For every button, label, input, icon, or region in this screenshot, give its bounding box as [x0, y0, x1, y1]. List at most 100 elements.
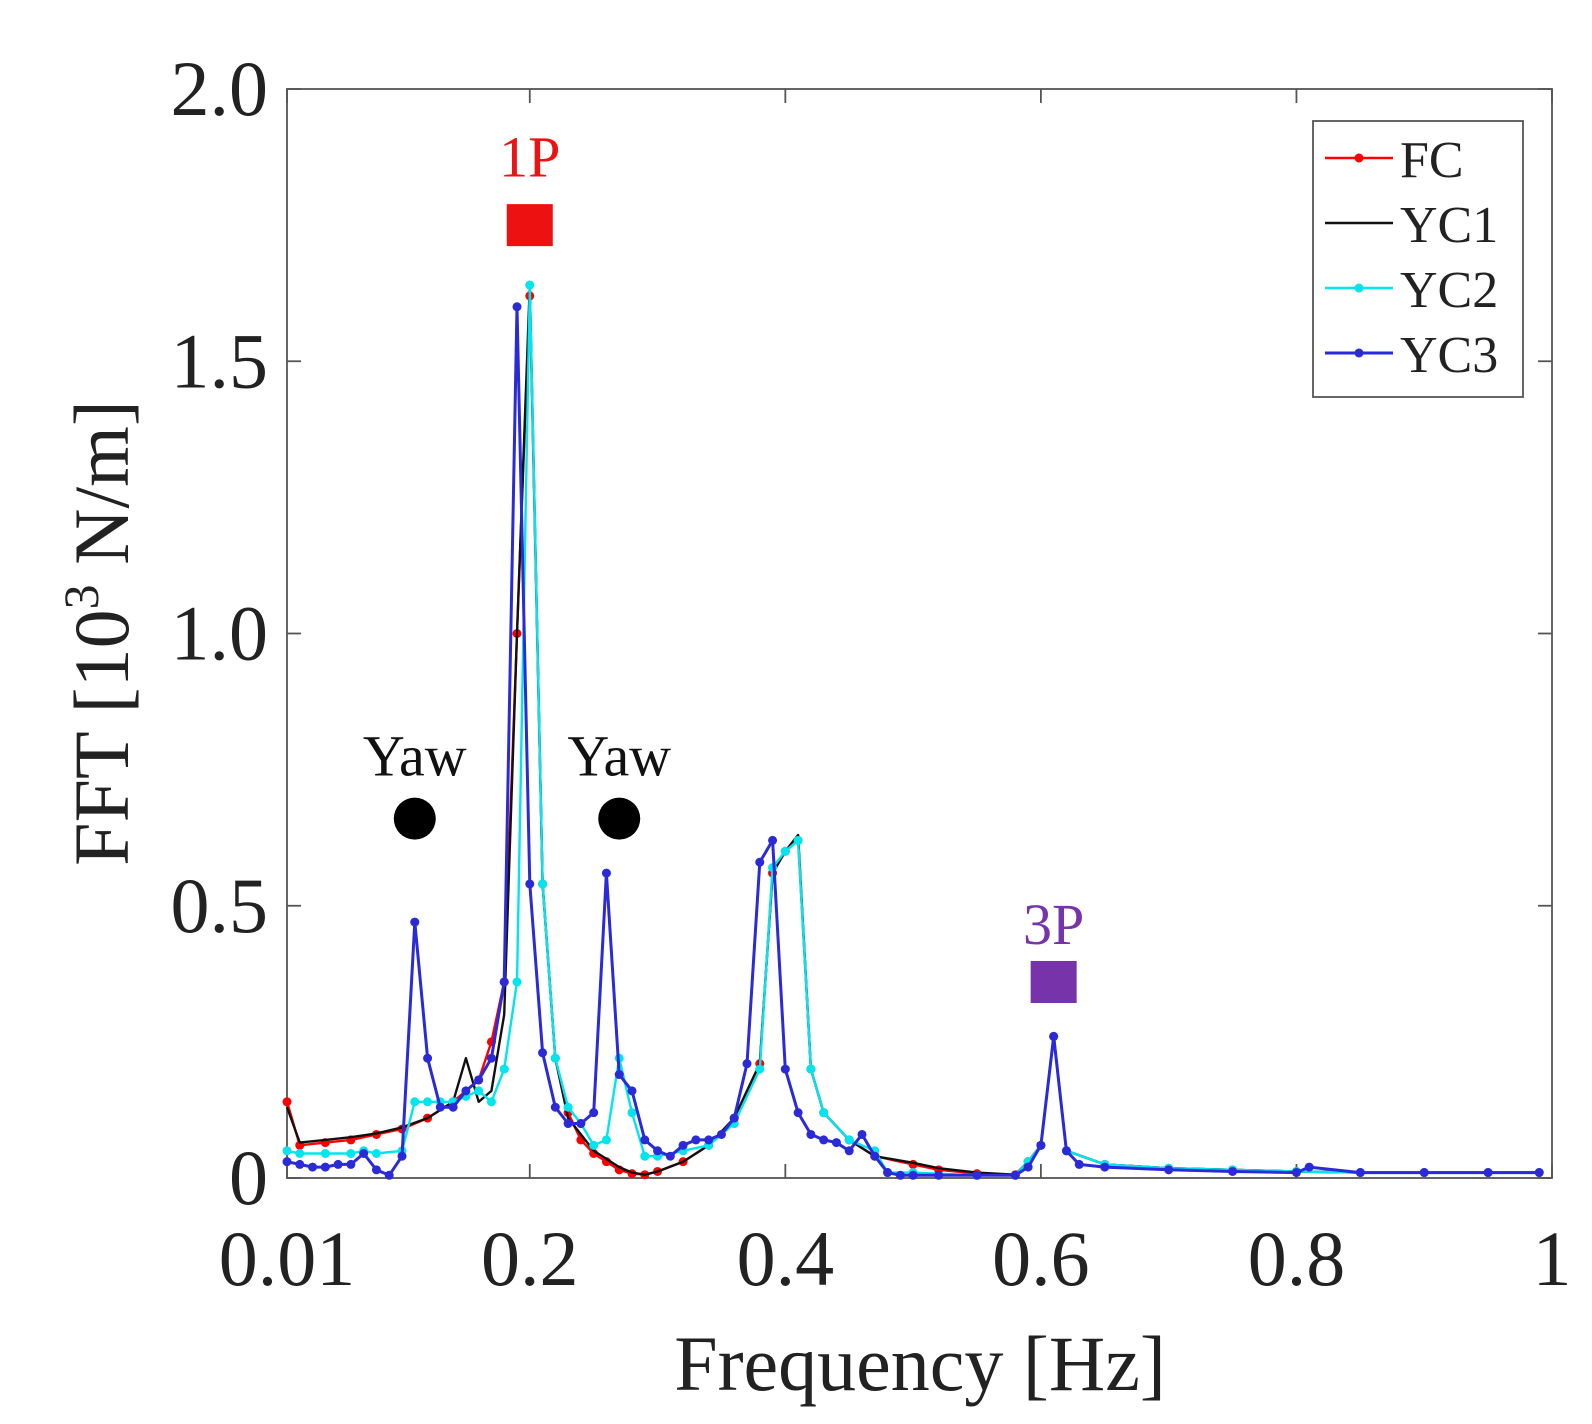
data-point-yc3 [1023, 1162, 1033, 1172]
data-point-yc2 [780, 846, 790, 856]
data-point-yc3 [729, 1113, 739, 1123]
data-point-yc2 [793, 835, 803, 845]
data-point-yc3 [1355, 1168, 1365, 1178]
marker-square [506, 204, 553, 247]
y-axis-label-tail: N/m] [58, 400, 145, 584]
data-point-yc2 [755, 1064, 765, 1074]
data-point-yc3 [563, 1119, 573, 1129]
x-tick-label: 0.6 [992, 1215, 1090, 1302]
data-point-yc3 [640, 1135, 650, 1145]
legend-marker-yc3 [1354, 348, 1364, 358]
y-axis-label: FFT [103 N/m] [53, 400, 145, 866]
data-point-yc3 [1419, 1168, 1429, 1178]
data-point-yc3 [359, 1148, 369, 1158]
data-point-yc3 [819, 1135, 829, 1145]
data-point-yc3 [844, 1146, 854, 1156]
data-point-yc3 [793, 1108, 803, 1118]
legend-label-yc1: YC1 [1400, 197, 1498, 254]
data-point-yc2 [346, 1148, 356, 1158]
data-point-yc3 [614, 1070, 624, 1080]
data-point-yc3 [857, 1129, 867, 1139]
data-point-yc2 [499, 1064, 509, 1074]
data-point-yc3 [1036, 1140, 1046, 1150]
annotation-label: 1P [499, 124, 560, 189]
x-tick-label: 0.2 [481, 1215, 579, 1302]
data-point-yc3 [346, 1159, 356, 1169]
data-point-yc3 [486, 1053, 496, 1063]
marker-square [1030, 960, 1077, 1003]
series-layer [282, 280, 1544, 1180]
data-point-yc2 [819, 1108, 829, 1118]
data-point-yc3 [934, 1170, 944, 1180]
data-point-yc3 [831, 1138, 841, 1148]
legend-marker-fc [1354, 153, 1364, 163]
annotation-label: Yaw [567, 723, 671, 788]
legend-box [1312, 120, 1524, 398]
data-point-yc3 [870, 1151, 880, 1161]
data-point-yc3 [371, 1165, 381, 1175]
data-point-yc3 [448, 1102, 458, 1112]
y-axis-label-exponent: 3 [53, 584, 109, 609]
data-point-yc3 [423, 1053, 433, 1063]
data-point-yc2 [550, 1053, 560, 1063]
x-tick-label: 0.4 [737, 1215, 835, 1302]
data-point-yc3 [678, 1140, 688, 1150]
data-point-yc3 [883, 1168, 893, 1178]
legend: FC YC1 YC2 YC3 [1312, 120, 1524, 398]
data-point-yc3 [691, 1135, 701, 1145]
marker-circle [393, 797, 436, 840]
data-point-yc3 [1534, 1168, 1544, 1178]
y-tick-label: 1.0 [171, 590, 269, 677]
data-point-yc2 [512, 977, 522, 987]
data-point-yc2 [589, 1140, 599, 1150]
data-point-yc3 [1483, 1168, 1493, 1178]
data-point-yc2 [423, 1097, 433, 1107]
data-point-yc3 [525, 879, 535, 889]
data-point-yc3 [908, 1170, 918, 1180]
data-point-yc2 [474, 1086, 484, 1096]
y-tick-label: 2.0 [171, 45, 269, 132]
data-point-yc3 [512, 302, 522, 312]
data-point-yc2 [627, 1108, 637, 1118]
data-point-yc3 [1304, 1162, 1314, 1172]
data-point-yc2 [525, 280, 535, 290]
data-point-yc3 [1100, 1162, 1110, 1172]
data-point-yc3 [397, 1151, 407, 1161]
data-point-yc3 [1164, 1165, 1174, 1175]
data-point-yc3 [768, 835, 778, 845]
data-point-yc2 [371, 1148, 381, 1158]
data-point-yc3 [972, 1170, 982, 1180]
legend-label-yc3: YC3 [1400, 327, 1498, 384]
data-point-yc3 [410, 917, 420, 927]
data-point-yc3 [333, 1159, 343, 1169]
y-tick-label: 0.5 [171, 862, 269, 949]
data-point-yc3 [601, 868, 611, 878]
legend-label-yc2: YC2 [1400, 262, 1498, 319]
data-point-yc3 [435, 1102, 445, 1112]
data-point-yc3 [384, 1170, 394, 1180]
data-point-yc2 [844, 1135, 854, 1145]
data-point-yc2 [538, 879, 548, 889]
data-point-yc3 [320, 1162, 330, 1172]
data-point-yc3 [665, 1151, 675, 1161]
data-point-yc3 [295, 1159, 305, 1169]
annotation-label: Yaw [363, 723, 467, 788]
data-point-yc2 [320, 1148, 330, 1158]
data-point-yc3 [806, 1129, 816, 1139]
data-point-yc3 [1061, 1146, 1071, 1156]
data-point-yc3 [576, 1119, 586, 1129]
data-point-yc3 [716, 1129, 726, 1139]
x-axis-label: Frequency [Hz] [674, 1320, 1166, 1407]
data-point-yc2 [486, 1097, 496, 1107]
x-tick-label: 0.8 [1248, 1215, 1346, 1302]
data-point-yc3 [755, 857, 765, 867]
data-point-yc3 [1074, 1159, 1084, 1169]
data-point-yc3 [1049, 1031, 1059, 1041]
data-point-yc2 [563, 1102, 573, 1112]
series-yc3 [282, 302, 1544, 1180]
data-point-yc3 [499, 977, 509, 987]
data-point-yc3 [474, 1075, 484, 1085]
data-point-yc2 [806, 1064, 816, 1074]
annotation-label: 3P [1023, 892, 1084, 957]
